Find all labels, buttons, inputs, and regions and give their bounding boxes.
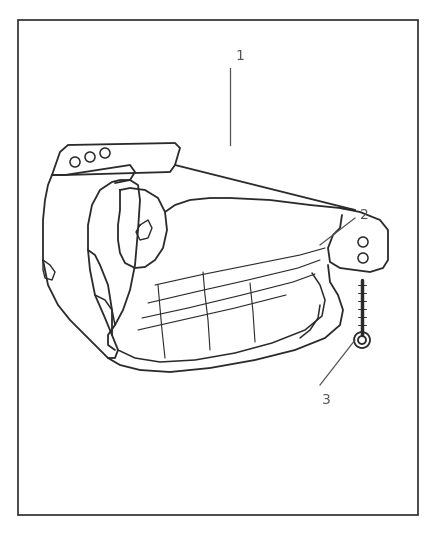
Text: 2: 2: [360, 208, 369, 222]
Text: 3: 3: [322, 393, 331, 407]
Text: 1: 1: [235, 49, 244, 63]
